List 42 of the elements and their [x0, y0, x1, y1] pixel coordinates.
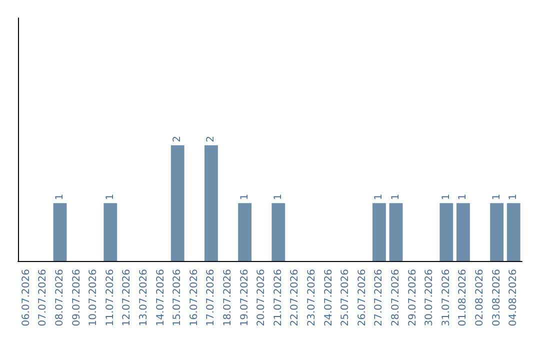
data-label: 2 [206, 136, 217, 142]
data-label: 1 [374, 194, 385, 200]
x-tick-label: 09.07.2026 [71, 269, 82, 326]
x-tick-label: 31.07.2026 [440, 269, 452, 326]
data-label: 1 [390, 194, 402, 200]
data-label: 1 [491, 194, 502, 200]
x-tick-label: 28.07.2026 [390, 269, 402, 326]
x-tick-label: 23.07.2026 [306, 269, 318, 326]
x-tick-label: 25.07.2026 [340, 269, 352, 326]
x-tick-label: 14.07.2026 [155, 269, 166, 326]
x-tick-label: 18.07.2026 [222, 269, 234, 326]
data-label: 1 [54, 194, 66, 200]
x-tick-label: 19.07.2026 [239, 269, 250, 326]
x-tick-label: 27.07.2026 [374, 269, 385, 326]
x-tick-label: 11.07.2026 [104, 269, 116, 326]
x-tick-label: 17.07.2026 [206, 269, 217, 326]
x-tick-label: 13.07.2026 [138, 269, 150, 326]
x-tick-label: 22.07.2026 [290, 269, 301, 326]
x-tick-label: 15.07.2026 [172, 269, 184, 326]
data-label: 1 [272, 194, 284, 200]
x-tick-label: 10.07.2026 [88, 269, 100, 326]
x-tick-label: 29.07.2026 [407, 269, 418, 326]
x-tick-label: 30.07.2026 [424, 269, 436, 326]
data-label: 1 [440, 194, 452, 200]
x-tick-label: 01.08.2026 [458, 269, 469, 326]
data-label: 1 [104, 194, 116, 200]
x-tick-label: 16.07.2026 [188, 269, 200, 326]
x-tick-label: 03.08.2026 [491, 269, 502, 326]
x-tick-label: 06.07.2026 [20, 269, 32, 326]
x-tick-label: 12.07.2026 [122, 269, 133, 326]
x-tick-label: 02.08.2026 [474, 269, 486, 326]
x-tick-label: 24.07.2026 [323, 269, 334, 326]
x-tick-label: 21.07.2026 [272, 269, 284, 326]
x-tick-label: 08.07.2026 [54, 269, 66, 326]
data-label: 2 [172, 136, 184, 142]
data-label: 1 [239, 194, 250, 200]
data-label: 1 [458, 194, 469, 200]
x-tick-label: 26.07.2026 [356, 269, 368, 326]
x-tick-label: 20.07.2026 [256, 269, 268, 326]
data-label: 1 [508, 194, 520, 200]
x-tick-label: 04.08.2026 [508, 269, 520, 326]
x-tick-label: 07.07.2026 [38, 269, 49, 326]
